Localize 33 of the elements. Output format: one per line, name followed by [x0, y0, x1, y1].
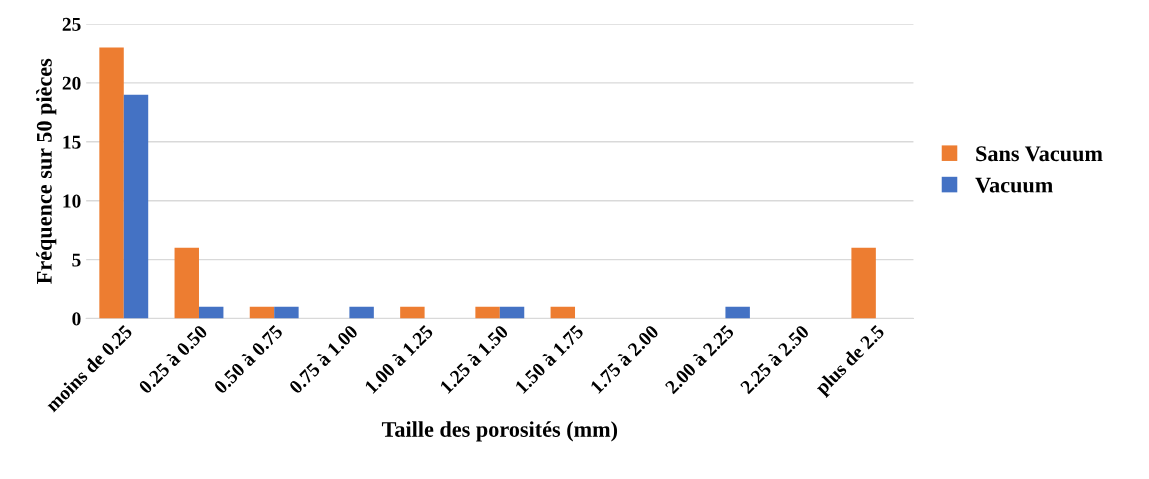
x-tick-label: 0.75 à 1.00 — [288, 323, 359, 395]
bar — [499, 306, 525, 319]
x-tick-label: 1.75 à 2.00 — [589, 323, 660, 394]
legend-label: Vacuum — [975, 177, 1053, 193]
bar — [174, 247, 199, 319]
bar — [475, 306, 500, 319]
x-tick-label: 0.50 à 0.75 — [212, 323, 284, 395]
bar — [274, 306, 299, 319]
y-tick-label: 15 — [63, 135, 81, 149]
x-tick-label: 1.50 à 1.75 — [514, 323, 585, 394]
bar — [400, 306, 425, 319]
x-tick-label: 1.00 à 1.25 — [363, 323, 434, 394]
bar — [349, 306, 374, 319]
legend-label: Sans Vacuum — [976, 146, 1103, 162]
bar — [123, 94, 149, 319]
bar — [198, 306, 224, 319]
y-tick-label: 25 — [62, 17, 81, 31]
y-axis-title: Fréquence sur 50 pièces — [36, 58, 57, 284]
x-tick-label: 0.25 à 0.50 — [137, 323, 209, 395]
y-tick-label: 0 — [72, 312, 81, 326]
y-tick-label: 5 — [72, 253, 81, 267]
x-tick-label: 2.25 à 2.50 — [739, 323, 810, 395]
x-tick-label: 1.25 à 1.50 — [439, 323, 510, 394]
x-axis-title: Taille des porosités (mm) — [381, 421, 618, 442]
x-tick-label: plus de 2.5 — [813, 323, 888, 398]
bar — [725, 306, 750, 319]
y-tick-label: 20 — [62, 76, 81, 90]
x-tick-label: 2.00 à 2.25 — [664, 323, 735, 395]
bar — [249, 306, 275, 319]
bar — [851, 247, 876, 319]
bar — [99, 47, 124, 319]
y-tick-label: 10 — [63, 194, 81, 208]
bar — [550, 306, 576, 319]
